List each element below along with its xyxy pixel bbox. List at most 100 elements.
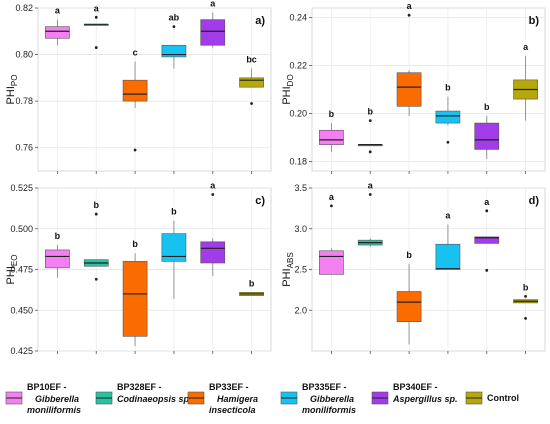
y-tick-label: 0.20 [289, 108, 307, 118]
box-BP335EF: a [435, 211, 461, 270]
outlier-point [485, 268, 489, 272]
outlier-point [368, 119, 372, 123]
box-iqr [435, 110, 461, 124]
significance-letter: c [133, 48, 138, 58]
y-axis-label: PHIABS [281, 252, 295, 286]
box-iqr [435, 243, 461, 270]
significance-letter: b [329, 109, 335, 119]
box-iqr [239, 77, 264, 88]
y-tick-label: 0.22 [289, 61, 307, 71]
legend-label-species-2: insecticola [209, 405, 256, 415]
outlier-point [94, 212, 98, 216]
significance-letter: a [484, 197, 490, 207]
legend-label-species: Aspergillus sp. [392, 394, 458, 404]
y-axis-label-main: PHI [5, 86, 17, 104]
legend-label-code: BP10EF - [27, 382, 67, 392]
panel-1: 0.76 0.78 0.80 0.82 PHIPO a) a a c ab a bc [5, 0, 272, 174]
box-iqr [122, 79, 148, 102]
plot-area [311, 7, 546, 172]
y-tick-label: 2.5 [294, 265, 307, 275]
y-tick-label: 0.80 [15, 50, 33, 60]
significance-letter: b [55, 231, 61, 241]
box-BP328EF: b [83, 200, 109, 281]
outlier-point [94, 277, 98, 281]
outlier-point [94, 46, 98, 49]
outlier-point [330, 204, 333, 208]
box-iqr [45, 26, 70, 39]
box-BP33EF: b [396, 250, 422, 345]
panel-label: d) [529, 195, 540, 207]
y-tick-label: 0.78 [15, 96, 33, 106]
box-BP340EF: a [200, 0, 226, 48]
box-iqr [161, 233, 187, 262]
significance-letter: b [94, 200, 100, 210]
box-iqr [319, 250, 344, 275]
significance-letter: a [329, 192, 335, 202]
legend-item-BP328EF: BP328EF - Codinaeopsis sp. [95, 382, 192, 405]
outlier-point [172, 25, 176, 29]
y-tick-label: 0.475 [10, 265, 33, 275]
box-BP10EF: b [45, 231, 70, 278]
box-BP328EF: a [357, 181, 383, 247]
box-iqr [474, 122, 500, 150]
y-axis-label-main: PHI [281, 86, 293, 104]
significance-letter: b [249, 278, 255, 288]
y-tick-label: 0.24 [289, 13, 307, 23]
box-BP33EF: c [122, 48, 148, 152]
y-axis-label: PHIDO [281, 74, 295, 104]
box-BP328EF: a [83, 3, 109, 49]
box-BP335EF: ab [161, 13, 187, 69]
box-iqr [319, 129, 344, 145]
panel-4: 2.0 2.5 3.0 3.5 PHIABS d) a a b a a b [281, 181, 546, 354]
significance-letter: b [406, 250, 412, 260]
legend-label-code: BP335EF - [302, 382, 347, 392]
y-tick-label: 0.500 [10, 224, 33, 234]
box-BP340EF: a [474, 197, 500, 272]
box-BP340EF: b [474, 102, 500, 160]
box-BP33EF: b [122, 239, 148, 347]
significance-letter: b [523, 282, 529, 292]
box-BP10EF: a [319, 192, 344, 275]
significance-letter: bc [246, 55, 257, 65]
box-Control: b [513, 282, 538, 320]
significance-letter: a [523, 42, 529, 52]
y-axis-label-main: PHI [281, 268, 293, 286]
legend-label-species-2: moniliformis [302, 405, 356, 415]
box-iqr [396, 291, 422, 322]
significance-letter: a [210, 181, 216, 191]
outlier-point [250, 102, 253, 105]
panel-3: 0.425 0.450 0.475 0.500 0.525 PHIEO c) b b b b a b [5, 181, 272, 356]
legend-label-species: Codinaeopsis sp. [117, 394, 192, 404]
box-BP335EF: b [435, 83, 461, 144]
box-BP10EF: a [45, 6, 70, 46]
legend-label-species: Gibberella [310, 394, 354, 404]
box-Control: bc [239, 55, 264, 105]
significance-letter: a [445, 211, 451, 221]
box-iqr [122, 261, 148, 337]
y-axis-label-sub: EO [10, 255, 19, 267]
significance-letter: b [171, 207, 177, 217]
outlier-point [524, 317, 527, 320]
panel-label: c) [255, 195, 265, 207]
box-BP33EF: a [396, 1, 422, 116]
y-tick-label: 0.425 [10, 346, 33, 356]
significance-letter: a [368, 181, 374, 191]
box-BP335EF: b [161, 207, 187, 299]
y-axis-label: PHIPO [5, 75, 19, 105]
significance-letter: b [132, 239, 138, 249]
y-axis-label: PHIEO [5, 255, 19, 285]
box-iqr [45, 249, 70, 269]
panel-label: a) [255, 15, 265, 27]
y-tick-label: 3.5 [294, 183, 307, 193]
y-axis-label-main: PHI [5, 266, 17, 284]
box-iqr [396, 72, 422, 107]
box-BP340EF: a [200, 181, 226, 277]
y-axis-label-sub: DO [286, 74, 295, 86]
legend-label-code: Control [487, 393, 519, 403]
significance-letter: b [484, 102, 490, 112]
panel-2: 0.18 0.20 0.22 0.24 PHIDO b) b b a b b a [281, 1, 546, 174]
outlier-point [211, 193, 215, 196]
outlier-point [368, 193, 372, 196]
